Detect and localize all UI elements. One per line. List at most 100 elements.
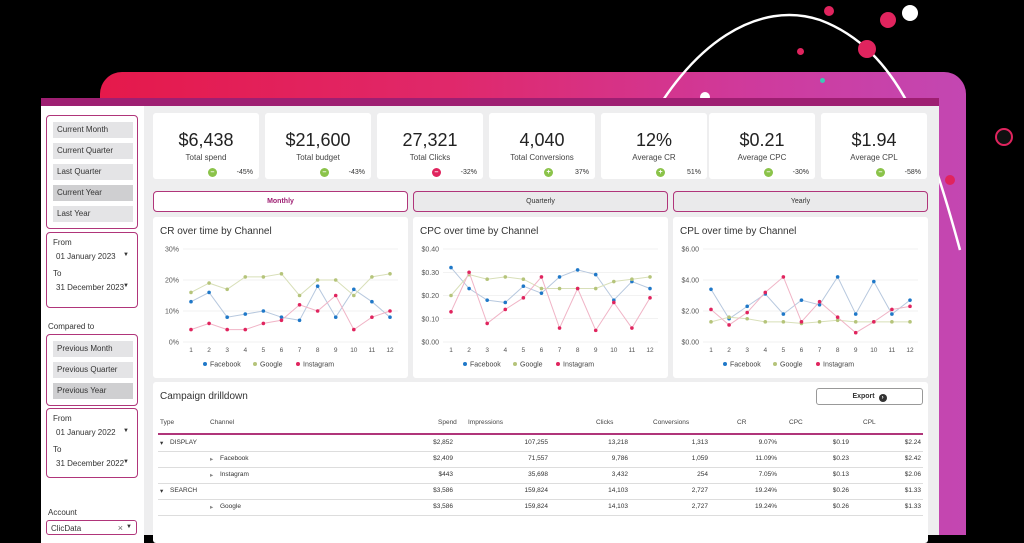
cell-cpl: $1.33 bbox=[904, 503, 921, 510]
column-header[interactable]: CPC bbox=[789, 419, 803, 426]
chevron-down-icon: ▼ bbox=[123, 428, 129, 434]
data-point bbox=[835, 318, 840, 323]
kpi-total-clicks: 27,321 Total Clicks – -32% bbox=[377, 113, 483, 179]
tab-yearly[interactable]: Yearly bbox=[673, 191, 928, 212]
row-divider bbox=[158, 499, 923, 500]
cell-spend: $2,409 bbox=[433, 455, 453, 462]
tab-quarterly[interactable]: Quarterly bbox=[413, 191, 668, 212]
expand-caret-icon[interactable]: ▸ bbox=[210, 504, 214, 511]
legend-marker bbox=[513, 362, 517, 366]
kpi-label: Total budget bbox=[296, 153, 340, 162]
x-tick-label: 9 bbox=[334, 347, 338, 354]
period-last-year-button[interactable]: Last Year bbox=[53, 206, 133, 222]
cell-cr: 7.05% bbox=[758, 471, 777, 478]
to-date-input[interactable]: 31 December 2023 ▼ bbox=[53, 279, 133, 295]
kpi-change: -30% bbox=[792, 169, 809, 176]
expand-caret-icon[interactable]: ▸ bbox=[210, 456, 214, 463]
date-range-group: From 01 January 2023 ▼ To 31 December 202… bbox=[46, 232, 138, 308]
collapse-caret-icon[interactable]: ▾ bbox=[160, 440, 164, 447]
legend-label: Google bbox=[260, 362, 283, 369]
compare-to-date-input[interactable]: 31 December 2022 ▼ bbox=[53, 455, 133, 471]
minus-circle-icon: – bbox=[320, 168, 329, 177]
data-point bbox=[243, 312, 248, 316]
cell-cpl: $2.24 bbox=[904, 439, 921, 446]
x-tick-label: 2 bbox=[467, 347, 471, 354]
decorative-dot bbox=[880, 12, 896, 28]
compare-previous-quarter-button[interactable]: Previous Quarter bbox=[53, 362, 133, 378]
compare-previous-month-button[interactable]: Previous Month bbox=[53, 341, 133, 357]
cell-impressions: 159,824 bbox=[524, 487, 549, 494]
x-tick-label: 12 bbox=[906, 347, 914, 354]
column-header[interactable]: CR bbox=[737, 419, 747, 426]
chevron-down-icon: ▼ bbox=[123, 252, 129, 258]
cpl-chart: $0.00$2.00$4.00$6.001 2 3 4 5 6 7 8 9 10 11 12Faceb… bbox=[681, 247, 918, 369]
data-point bbox=[799, 320, 804, 324]
column-header[interactable]: Spend bbox=[438, 419, 457, 426]
data-point bbox=[333, 293, 338, 298]
column-header[interactable]: Conversions bbox=[653, 419, 690, 426]
kpi-value: $21,600 bbox=[285, 130, 351, 150]
period-current-quarter-button[interactable]: Current Quarter bbox=[53, 143, 133, 159]
legend-marker bbox=[723, 362, 727, 366]
data-point bbox=[817, 320, 822, 324]
data-point bbox=[333, 315, 338, 319]
cell-conversions: 2,727 bbox=[691, 503, 708, 510]
x-tick-label: 8 bbox=[836, 347, 840, 354]
y-tick-label: $0.00 bbox=[421, 340, 439, 347]
legend-label: Google bbox=[520, 362, 543, 369]
expand-caret-icon[interactable]: ▸ bbox=[210, 472, 214, 479]
account-select[interactable]: ClicData × ▼ bbox=[46, 520, 137, 535]
clear-icon[interactable]: × bbox=[117, 523, 123, 533]
data-point bbox=[189, 327, 193, 332]
column-header[interactable]: Channel bbox=[210, 419, 235, 426]
x-tick-label: 7 bbox=[818, 347, 822, 354]
column-header[interactable]: Impressions bbox=[468, 419, 504, 426]
data-point bbox=[449, 309, 453, 314]
data-point bbox=[297, 318, 302, 323]
chevron-down-icon: ▼ bbox=[126, 524, 132, 530]
column-header[interactable]: CPL bbox=[863, 419, 876, 426]
column-header[interactable]: Clicks bbox=[596, 419, 614, 426]
export-button[interactable]: Export › bbox=[816, 388, 923, 405]
y-tick-label: 0% bbox=[169, 340, 179, 347]
cell-cpl: $1.33 bbox=[904, 487, 921, 494]
data-point bbox=[243, 275, 248, 279]
chart-title: CPC over time by Channel bbox=[420, 226, 539, 237]
row-type: DISPLAY bbox=[170, 439, 197, 446]
x-tick-label: 11 bbox=[889, 347, 896, 354]
kpi-change: -43% bbox=[348, 169, 365, 176]
cell-cr: 11.09% bbox=[755, 455, 777, 462]
cell-cpc: $0.26 bbox=[832, 487, 849, 494]
x-tick-label: 9 bbox=[594, 347, 598, 354]
kpi-change: -32% bbox=[460, 169, 477, 176]
kpi-change: -58% bbox=[904, 169, 921, 176]
period-current-year-button[interactable]: Current Year bbox=[53, 185, 133, 201]
kpi-label: Total Clicks bbox=[409, 153, 451, 162]
x-tick-label: 3 bbox=[225, 347, 229, 354]
series-line bbox=[710, 276, 911, 334]
period-current-month-button[interactable]: Current Month bbox=[53, 122, 133, 138]
period-last-quarter-button[interactable]: Last Quarter bbox=[53, 164, 133, 180]
decorative-dot bbox=[995, 128, 1013, 146]
cell-impressions: 107,255 bbox=[524, 439, 549, 446]
x-tick-label: 6 bbox=[800, 347, 804, 354]
x-tick-label: 3 bbox=[745, 347, 749, 354]
from-label: From bbox=[53, 238, 72, 247]
data-point bbox=[745, 310, 749, 315]
data-point bbox=[908, 320, 912, 324]
column-header[interactable]: Type bbox=[160, 419, 175, 426]
series-line bbox=[450, 270, 651, 332]
data-point bbox=[648, 275, 652, 279]
collapse-caret-icon[interactable]: ▾ bbox=[160, 488, 164, 495]
series-line bbox=[190, 273, 391, 297]
plus-circle-icon: + bbox=[544, 168, 553, 177]
kpi-label: Total Conversions bbox=[510, 153, 574, 162]
compare-from-date-input[interactable]: 01 January 2022 ▼ bbox=[53, 424, 133, 440]
x-tick-label: 4 bbox=[503, 347, 507, 354]
from-date-input[interactable]: 01 January 2023 ▼ bbox=[53, 248, 133, 264]
tab-monthly[interactable]: Monthly bbox=[153, 191, 408, 212]
x-tick-label: 10 bbox=[870, 347, 878, 354]
compare-previous-year-button[interactable]: Previous Year bbox=[53, 383, 133, 399]
series-line bbox=[450, 267, 651, 304]
cell-clicks: 13,218 bbox=[608, 439, 628, 446]
